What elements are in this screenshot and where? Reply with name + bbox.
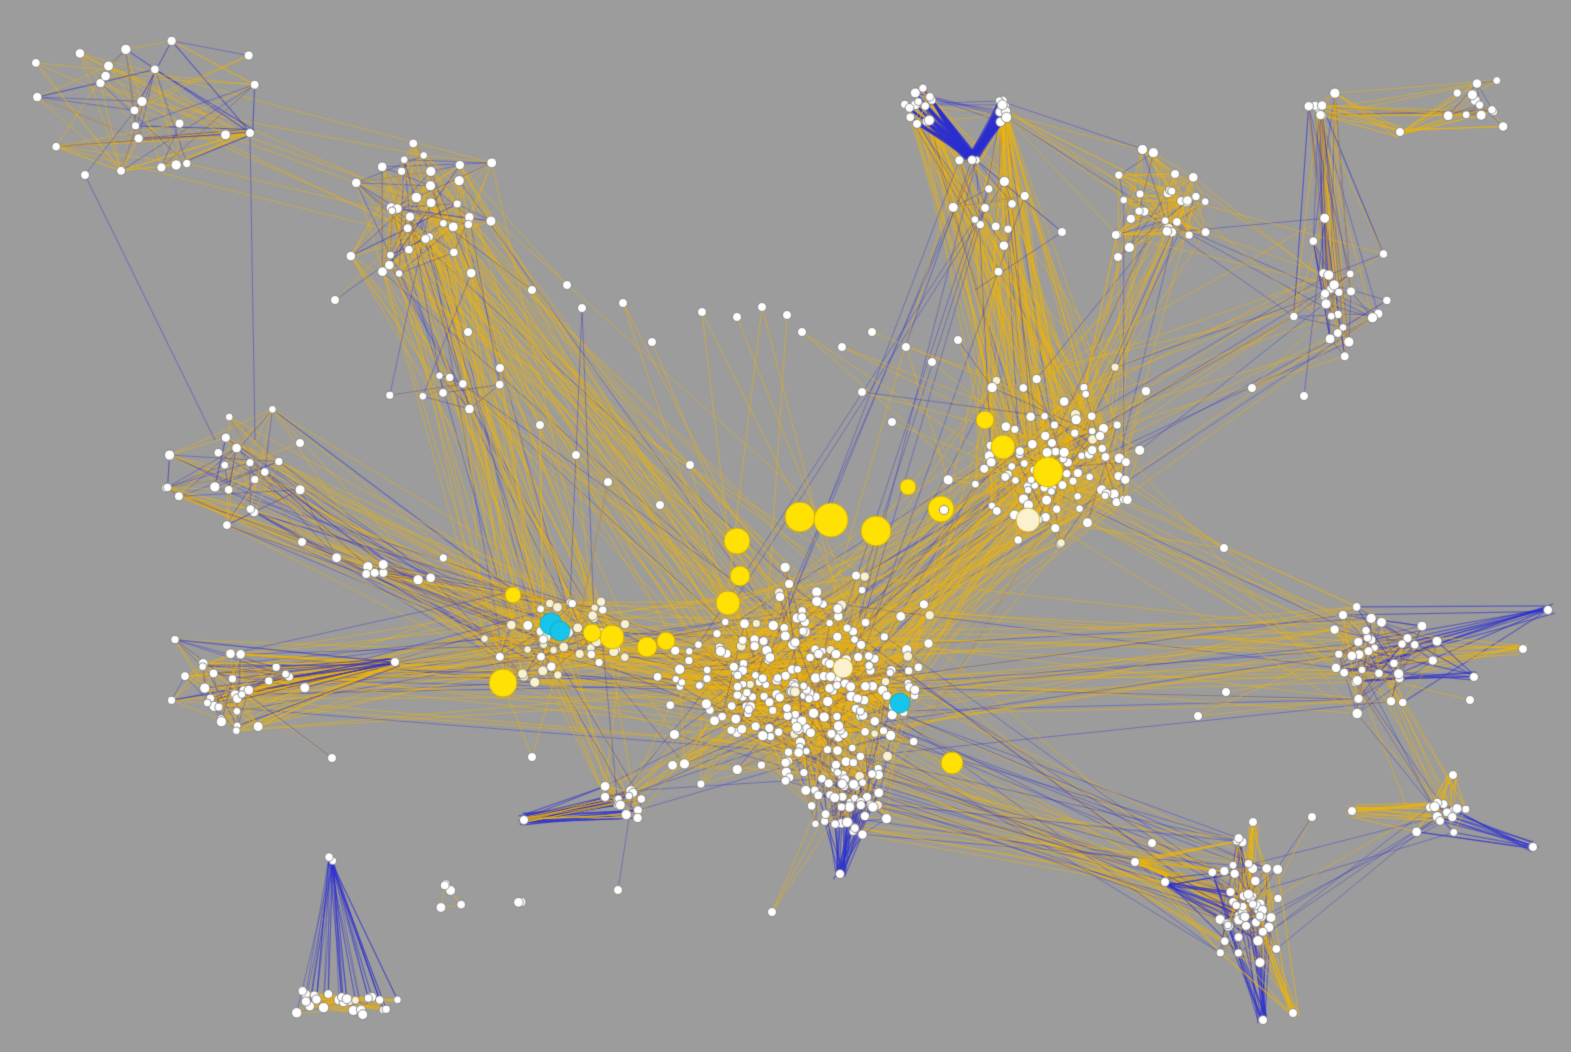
network-graph-canvas[interactable] bbox=[0, 0, 1571, 1052]
graph-viewport bbox=[0, 0, 1571, 1052]
